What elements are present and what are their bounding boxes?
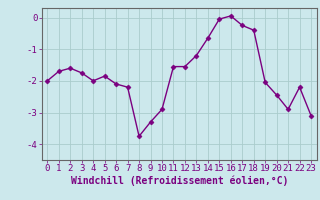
X-axis label: Windchill (Refroidissement éolien,°C): Windchill (Refroidissement éolien,°C) xyxy=(70,176,288,186)
